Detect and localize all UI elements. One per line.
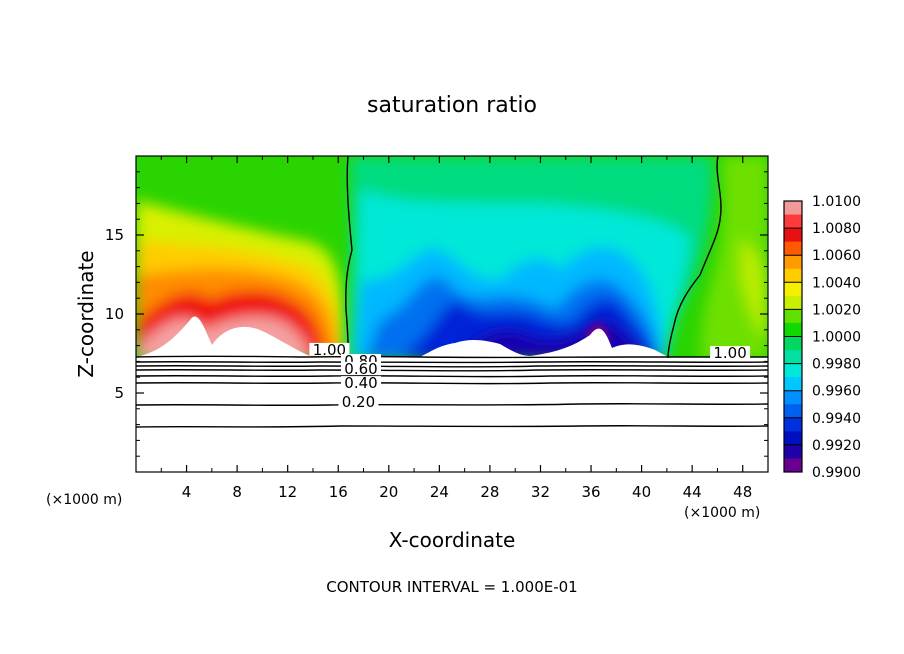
y-tick-label: 15: [105, 226, 124, 244]
colorbar-band: [784, 377, 802, 392]
y-axis: 5 10 15: [105, 171, 768, 457]
colorbar-tick-label: 0.9900: [812, 465, 861, 481]
x-tick-label: 40: [632, 483, 651, 501]
colorbar-band: [784, 417, 802, 432]
colorbar-band: [784, 214, 802, 229]
colorbar-band: [784, 309, 802, 324]
x-axis-title: X-coordinate: [389, 528, 516, 552]
colorbar-tick-label: 1.0040: [812, 275, 861, 291]
contour-label-bg: [309, 342, 350, 356]
contour-label: 1.00: [713, 344, 746, 362]
colorbar-tick-label: 0.9940: [812, 411, 861, 427]
colorbar-band: [784, 350, 802, 365]
contour-interval-note: CONTOUR INTERVAL = 1.000E-01: [326, 578, 577, 596]
y-tick-label: 10: [105, 305, 124, 323]
x-tick-label: 16: [329, 483, 348, 501]
x-unit-left: (×1000 m): [46, 492, 122, 508]
contour-label-bg: [340, 376, 381, 390]
contour-label: 1.00: [313, 341, 346, 359]
colorbar-band: [784, 241, 802, 256]
x-tick-label: 32: [531, 483, 550, 501]
plot-area: 1.000.800.600.400.201.00: [136, 156, 768, 472]
colorbar-tick-label: 1.0020: [812, 302, 861, 318]
x-tick-label: 48: [733, 483, 752, 501]
colorbar-band: [784, 444, 802, 459]
colorbar-band: [784, 390, 802, 405]
colorbar-tick-label: 0.9960: [812, 384, 861, 400]
colorbar-band: [784, 268, 802, 283]
colorbar-tick-label: 1.0080: [812, 221, 861, 237]
colorbar-tick-label: 0.9980: [812, 357, 861, 373]
x-tick-label: 4: [182, 483, 192, 501]
x-axis: 4 8 12 16 20 24 28 32 36 40 44 48: [160, 156, 752, 501]
colorbar-band: [784, 282, 802, 297]
colorbar-band: [784, 458, 802, 473]
contour-lines: [136, 156, 768, 428]
x-tick-label: 36: [581, 483, 600, 501]
colorbar-tick-label: 1.0000: [812, 330, 861, 346]
colorbar-band: [784, 404, 802, 419]
y-tick-label: 5: [114, 384, 124, 402]
colorbar-band: [784, 431, 802, 446]
colorbar-band: [784, 201, 802, 216]
colorbar-band: [784, 295, 802, 310]
contour-label-bg: [340, 361, 381, 375]
x-tick-label: 12: [278, 483, 297, 501]
colorbar-tick-label: 0.9920: [812, 438, 861, 454]
colorbar-band: [784, 228, 802, 243]
colorbar-tick-label: 1.0060: [812, 248, 861, 264]
contour-label-bg: [710, 346, 751, 360]
colorbar-band: [784, 322, 802, 337]
x-tick-label: 8: [232, 483, 242, 501]
contour-label: 0.40: [344, 374, 377, 392]
colorbar-band: [784, 336, 802, 351]
x-tick-label: 28: [480, 483, 499, 501]
x-tick-label: 20: [379, 483, 398, 501]
x-tick-label: 24: [430, 483, 449, 501]
contour-labels: 1.000.800.600.400.201.00: [309, 341, 751, 411]
colorbar: 1.0100 1.0080 1.0060 1.0040 1.0020 1.0000 0.99…: [783, 194, 861, 481]
contour-label: 0.20: [342, 393, 375, 411]
colorbar-band: [784, 255, 802, 270]
contour-label-bg: [338, 395, 379, 409]
contour-label: 0.60: [344, 360, 377, 378]
y-axis-title: Z-coordinate: [74, 250, 98, 377]
colorbar-tick-label: 1.0100: [812, 194, 861, 210]
colorbar-band: [784, 363, 802, 378]
x-tick-label: 44: [683, 483, 702, 501]
x-unit-right: (×1000 m): [684, 505, 760, 521]
chart-title: saturation ratio: [367, 93, 537, 118]
